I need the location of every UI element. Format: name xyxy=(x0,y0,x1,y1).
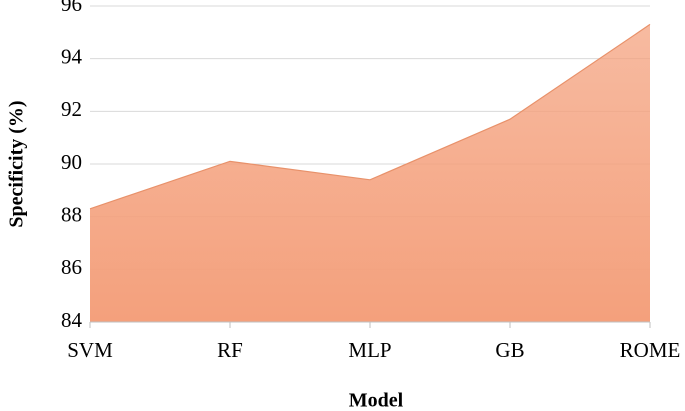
y-tick-label: 94 xyxy=(61,44,83,68)
area-line xyxy=(89,23,651,210)
x-tick-label: RF xyxy=(217,338,243,362)
x-axis-title: Model xyxy=(349,390,404,411)
x-tick-label: ROME xyxy=(620,338,681,362)
y-tick-label: 90 xyxy=(61,150,82,174)
y-tick-label: 86 xyxy=(61,255,82,279)
y-axis-title: Specificity (%) xyxy=(6,100,28,227)
x-tick-label: GB xyxy=(495,338,524,362)
area xyxy=(90,24,650,323)
y-tick-label: 88 xyxy=(61,202,82,226)
y-tick-label: 96 xyxy=(61,0,82,16)
x-tick-label: MLP xyxy=(348,338,391,362)
y-tick-label: 84 xyxy=(61,308,83,332)
x-tick-label: SVM xyxy=(67,338,113,362)
y-tick-label: 92 xyxy=(61,97,82,121)
